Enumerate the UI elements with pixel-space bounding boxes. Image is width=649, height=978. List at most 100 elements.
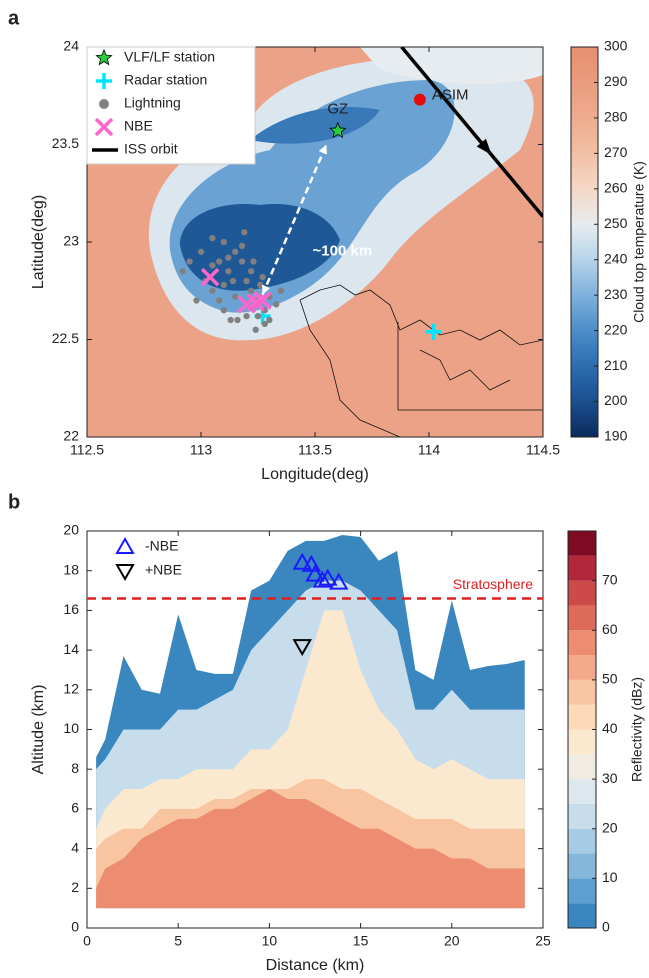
legend-marker [99,99,109,109]
y-tick-label: 16 [63,601,79,617]
colorbar-tick-label: 50 [602,671,618,687]
colorbar-bin [568,630,596,656]
colorbar-tick-label: 300 [604,38,628,54]
orbit-direction [476,138,492,155]
panel-label: a [8,7,20,29]
legend-label: VLF/LF station [124,49,215,65]
y-tick-label: 0 [71,919,79,935]
colorbar-bin [568,803,596,829]
y-tick-label: 23.5 [52,135,79,151]
reflectivity-layer [96,789,525,909]
y-tick-label: 12 [63,681,79,697]
colorbar-tick-label: 20 [602,819,618,835]
legend-marker [96,73,112,89]
marker [292,639,312,657]
colorbar-tick-label: 40 [602,720,618,736]
annotation: ~100 km [313,243,373,260]
lightning-point [225,268,232,275]
marker [318,568,338,586]
marker [253,291,272,310]
x-tick-label: 113.5 [298,442,332,458]
colorbar-tick-label: 70 [602,571,618,587]
plot-area [96,534,525,909]
x-tick-label: 114 [418,442,441,458]
panel-label: b [8,491,20,513]
colorbar-bin [568,655,596,680]
colorbar-tick-label: 240 [604,250,628,266]
orbit-line [400,47,543,218]
y-tick-label: 24 [63,38,79,54]
colorbar-bin [568,828,596,854]
lightning-point [257,281,264,289]
y-axis-label: Altitude (km) [30,685,47,775]
lightning-point [186,258,193,265]
colorbar-bin [568,729,596,755]
lightning-point [227,316,234,324]
colorbar-tick-label: 0 [602,919,610,935]
legend-marker [94,117,114,137]
lightning-point [261,320,268,328]
x-tick-label: 0 [83,933,91,949]
arrow-head [262,284,271,295]
colorbar-bin [568,531,596,556]
legend-label: -NBE [145,538,178,554]
colorbar-bin [568,903,596,928]
y-tick-label: 22.5 [52,330,79,346]
colorbar-tick-label: 250 [604,215,628,231]
colorbar-bin [568,679,596,705]
arrow-head [318,144,327,155]
lightning-point [216,258,223,265]
x-tick-label: 20 [444,933,460,949]
legend-marker [115,536,135,554]
legend-box [86,46,256,165]
x-tick-label: 5 [174,933,182,949]
annotation: ASIM [432,87,469,104]
colorbar-bin [568,853,596,879]
y-tick-label: 4 [71,839,79,855]
colorbar-label: Cloud top temperature (K) [631,161,647,323]
x-tick-label: 113 [190,442,213,458]
marker [329,121,347,139]
x-tick-label: 112.5 [70,442,104,458]
lightning-point [248,287,255,294]
colorbar-bin [568,704,596,730]
colorbar [570,46,599,438]
map-background [87,47,543,437]
y-tick-label: 23 [63,233,79,249]
legend-label: NBE [124,118,153,134]
marker [200,267,220,287]
colorbar-tick-label: 260 [604,180,628,196]
lightning-point [232,248,239,255]
colorbar-bin [568,605,596,631]
x-tick-label: 114.5 [526,442,560,458]
annotation-point [413,93,426,106]
x-tick-label: 25 [535,933,551,949]
legend-label: Lightning [124,95,181,111]
lightning-point [252,326,259,333]
lightning-point [179,268,186,275]
x-tick-label: 10 [262,933,278,949]
y-tick-label: 14 [63,641,79,657]
lightning-point [277,287,284,294]
colorbar-tick-label: 10 [602,869,618,885]
colorbar-tick-label: 60 [602,621,618,637]
lightning-point [209,287,216,294]
y-tick-label: 6 [71,800,79,816]
y-tick-label: 2 [71,879,79,895]
lightning-point [243,312,250,320]
lightning-point [220,238,227,246]
colorbar-tick-label: 190 [604,428,628,444]
colorbar-tick-label: 200 [604,392,628,408]
lightning-point [243,277,250,285]
lightning-point [273,301,280,308]
legend-marker [95,48,113,66]
lightning-point [254,312,262,320]
colorbar-tick-label: 280 [604,109,628,125]
x-axis-label: Longitude(deg) [261,466,369,483]
x-tick-label: 15 [353,933,369,949]
lightning-point [232,293,239,300]
lightning-point [250,258,257,265]
stratosphere-label: Stratosphere [453,576,533,592]
